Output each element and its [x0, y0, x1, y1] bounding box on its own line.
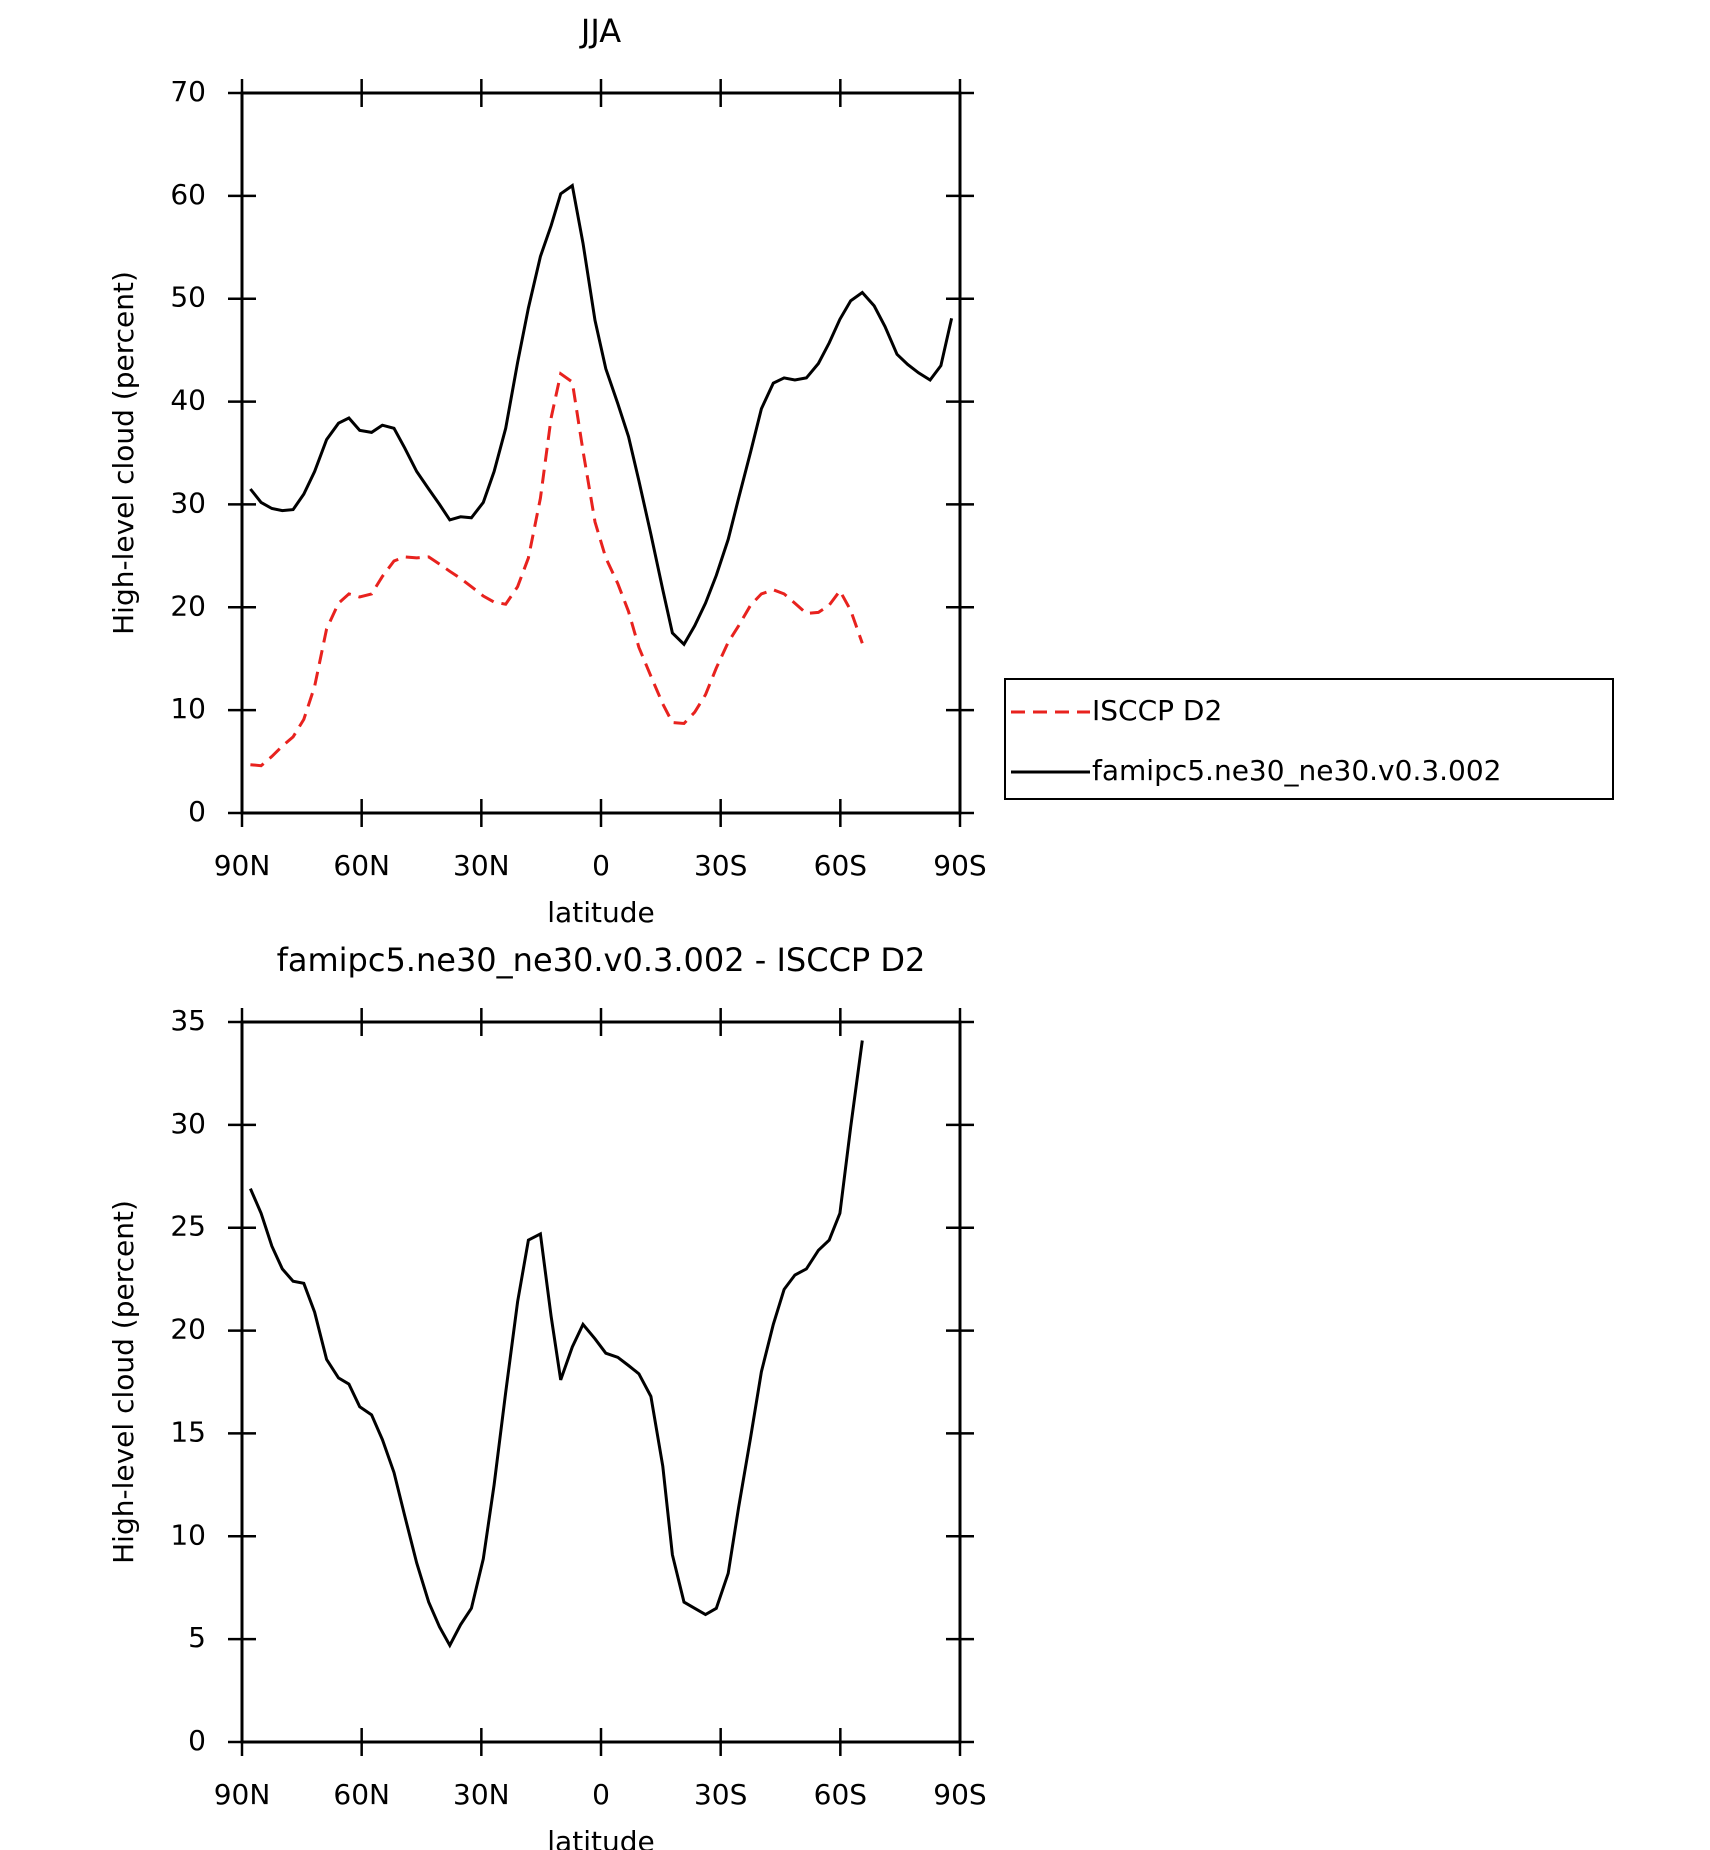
y-tick-label: 25 [170, 1210, 206, 1243]
y-tick-label: 35 [170, 1004, 206, 1037]
chart-title: JJA [579, 12, 621, 50]
y-tick-label: 50 [170, 281, 206, 314]
y-tick-label: 30 [170, 486, 206, 519]
y-tick-label: 10 [170, 692, 206, 725]
data-line [249, 183, 954, 647]
plot-frame [240, 1020, 962, 1744]
x-tick-label: 60N [333, 849, 390, 882]
x-tick-label: 90S [933, 1778, 986, 1811]
x-tick-label: 30N [453, 849, 510, 882]
y-tick-label: 20 [170, 1313, 206, 1346]
x-tick-label: 0 [592, 1778, 610, 1811]
x-tick-label: 90N [214, 1778, 271, 1811]
x-tick-label: 60S [814, 1778, 867, 1811]
legend-box [1004, 678, 1614, 800]
y-tick-label: 10 [170, 1518, 206, 1551]
x-tick-label: 30S [694, 849, 747, 882]
x-axis-label: latitude [547, 1825, 654, 1850]
x-axis-label: latitude [547, 896, 654, 929]
y-axis-label: High-level cloud (percent) [107, 1200, 140, 1564]
y-tick-label: 40 [170, 384, 206, 417]
x-tick-label: 30N [453, 1778, 510, 1811]
x-tick-label: 0 [592, 849, 610, 882]
x-tick-label: 60N [333, 1778, 390, 1811]
y-tick-label: 20 [170, 589, 206, 622]
y-tick-label: 15 [170, 1415, 206, 1448]
chart-title: famipc5.ne30_ne30.v0.3.002 - ISCCP D2 [277, 941, 926, 979]
y-tick-label: 5 [188, 1621, 206, 1654]
y-tick-label: 60 [170, 178, 206, 211]
y-tick-label: 0 [188, 795, 206, 828]
x-tick-label: 30S [694, 1778, 747, 1811]
data-line [249, 1040, 864, 1649]
legend-label: famipc5.ne30_ne30.v0.3.002 [1092, 754, 1502, 787]
y-tick-label: 0 [188, 1724, 206, 1757]
y-axis-label: High-level cloud (percent) [107, 271, 140, 635]
plot-frame [240, 91, 962, 815]
x-tick-label: 90N [214, 849, 271, 882]
legend-label: ISCCP D2 [1092, 694, 1222, 727]
y-tick-label: 70 [170, 75, 206, 108]
data-line [250, 371, 864, 768]
y-tick-label: 30 [170, 1107, 206, 1140]
x-tick-label: 60S [814, 849, 867, 882]
x-tick-label: 90S [933, 849, 986, 882]
